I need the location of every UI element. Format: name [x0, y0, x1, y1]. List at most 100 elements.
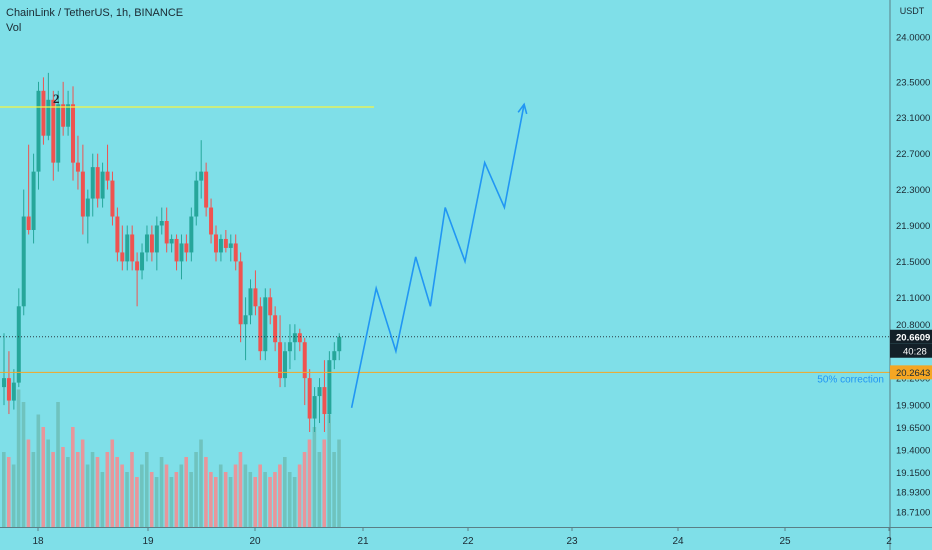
volume-bar	[248, 472, 253, 527]
volume-bar	[307, 439, 312, 527]
candle-body	[204, 171, 209, 208]
volume-legend[interactable]: Vol	[6, 22, 22, 34]
volume-bar	[41, 427, 46, 527]
candle-body	[268, 297, 273, 316]
volume-bar	[110, 439, 115, 527]
candle-body	[194, 180, 199, 217]
candle-body	[263, 297, 268, 352]
last-price-badge	[890, 329, 932, 344]
candle-body	[46, 99, 51, 136]
volume-bar	[115, 457, 119, 527]
candle-body	[75, 162, 80, 172]
volume-bar	[164, 464, 169, 527]
volume-bar	[135, 477, 139, 527]
candle-body	[218, 238, 223, 253]
volume-bar	[209, 472, 213, 527]
price-tick-label: 21.1000	[896, 293, 930, 304]
volume-bar	[179, 464, 184, 527]
time-tick-label: 19	[142, 536, 154, 547]
candle-body	[115, 216, 120, 253]
candle-body	[90, 167, 95, 199]
countdown-text: 40:28	[903, 346, 927, 357]
volume-bar	[292, 477, 297, 527]
time-tick-label: 24	[672, 536, 684, 547]
candle-body	[223, 238, 228, 248]
candle-body	[41, 90, 46, 136]
candle-body	[312, 396, 317, 419]
candle-body	[21, 216, 26, 307]
candle-body	[273, 315, 278, 343]
time-tick-label: 22	[462, 536, 474, 547]
level-price-text: 20.2643	[896, 368, 930, 379]
candle-body	[228, 243, 233, 248]
volume-bar	[36, 414, 41, 527]
volume-bar	[125, 472, 129, 527]
candle-body	[199, 171, 204, 181]
candle-body	[144, 234, 149, 253]
price-tick-label: 21.5000	[896, 257, 930, 268]
time-tick-label: 20	[249, 536, 261, 547]
time-tick-label: 2	[886, 536, 892, 547]
price-tick-label: 24.0000	[896, 32, 930, 43]
volume-bar	[273, 472, 277, 527]
volume-bar	[317, 452, 322, 527]
candle-body	[135, 261, 140, 271]
volume-bar	[189, 472, 193, 527]
volume-bar	[213, 477, 218, 527]
candle-body	[283, 351, 288, 379]
candle-body	[287, 342, 292, 352]
volume-bar	[26, 439, 31, 527]
price-tick-label: 23.5000	[896, 77, 930, 88]
volume-bar	[85, 464, 90, 527]
volume-bar	[218, 464, 223, 527]
candle-body	[149, 234, 154, 253]
volume-bar	[6, 457, 11, 527]
price-tick-label: 18.9300	[896, 488, 930, 499]
volume-bar	[149, 472, 154, 527]
volume-bar	[287, 472, 292, 527]
volume-bar	[80, 439, 85, 527]
volume-bar	[228, 477, 233, 527]
volume-bar	[258, 464, 262, 527]
symbol-title[interactable]: ChainLink / TetherUS, 1h, BINANCE	[6, 7, 184, 19]
candle-body	[307, 378, 312, 419]
level-price-badge	[890, 365, 932, 380]
price-tick-label: 22.7000	[896, 149, 930, 160]
candle-body	[80, 171, 85, 217]
candle-body	[6, 378, 11, 401]
candle-body	[110, 180, 115, 217]
candle-body	[66, 104, 71, 127]
volume-bar	[130, 452, 134, 527]
last-price-text: 20.6609	[896, 332, 930, 343]
candle-body	[322, 387, 327, 415]
candle-body	[31, 171, 36, 230]
volume-bar	[337, 439, 341, 527]
volume-bar	[263, 472, 267, 527]
candle-body	[95, 167, 100, 199]
time-tick-label: 21	[357, 536, 369, 547]
volume-bar	[238, 452, 243, 527]
candle-body	[184, 243, 189, 253]
candle-body	[159, 221, 164, 226]
candle-body	[253, 288, 258, 307]
projection-arrowhead	[517, 102, 528, 115]
price-tick-label: 19.9000	[896, 401, 930, 412]
time-tick-label: 18	[32, 536, 44, 547]
volume-bar	[268, 477, 272, 527]
candle-body	[258, 306, 263, 352]
price-tick-label: 22.3000	[896, 185, 930, 196]
volume-bar	[302, 452, 307, 527]
candle-body	[317, 387, 322, 397]
price-tick-label: 19.1500	[896, 468, 930, 479]
volume-bar	[169, 477, 174, 527]
candle-body	[85, 198, 90, 217]
projection-path	[350, 104, 525, 408]
candle-body	[154, 225, 159, 253]
candle-body	[105, 171, 110, 181]
volume-bar	[2, 452, 6, 527]
volume-bar	[184, 457, 189, 527]
candle-body	[213, 234, 218, 253]
candle-body	[36, 90, 41, 172]
candle-body	[332, 351, 337, 361]
